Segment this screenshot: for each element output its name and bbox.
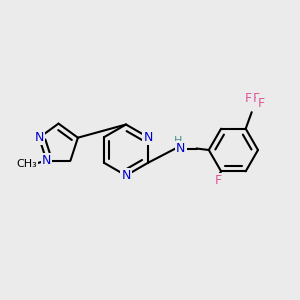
Text: CH₃: CH₃ — [16, 158, 38, 169]
Text: N: N — [121, 169, 131, 182]
Text: F: F — [244, 92, 252, 105]
Text: F: F — [214, 174, 222, 188]
Text: N: N — [176, 142, 186, 155]
Text: N: N — [143, 131, 153, 144]
Text: F: F — [253, 92, 260, 105]
Text: H: H — [174, 136, 183, 146]
Text: N: N — [34, 131, 44, 144]
Text: N: N — [42, 154, 51, 167]
Text: F: F — [258, 97, 265, 110]
